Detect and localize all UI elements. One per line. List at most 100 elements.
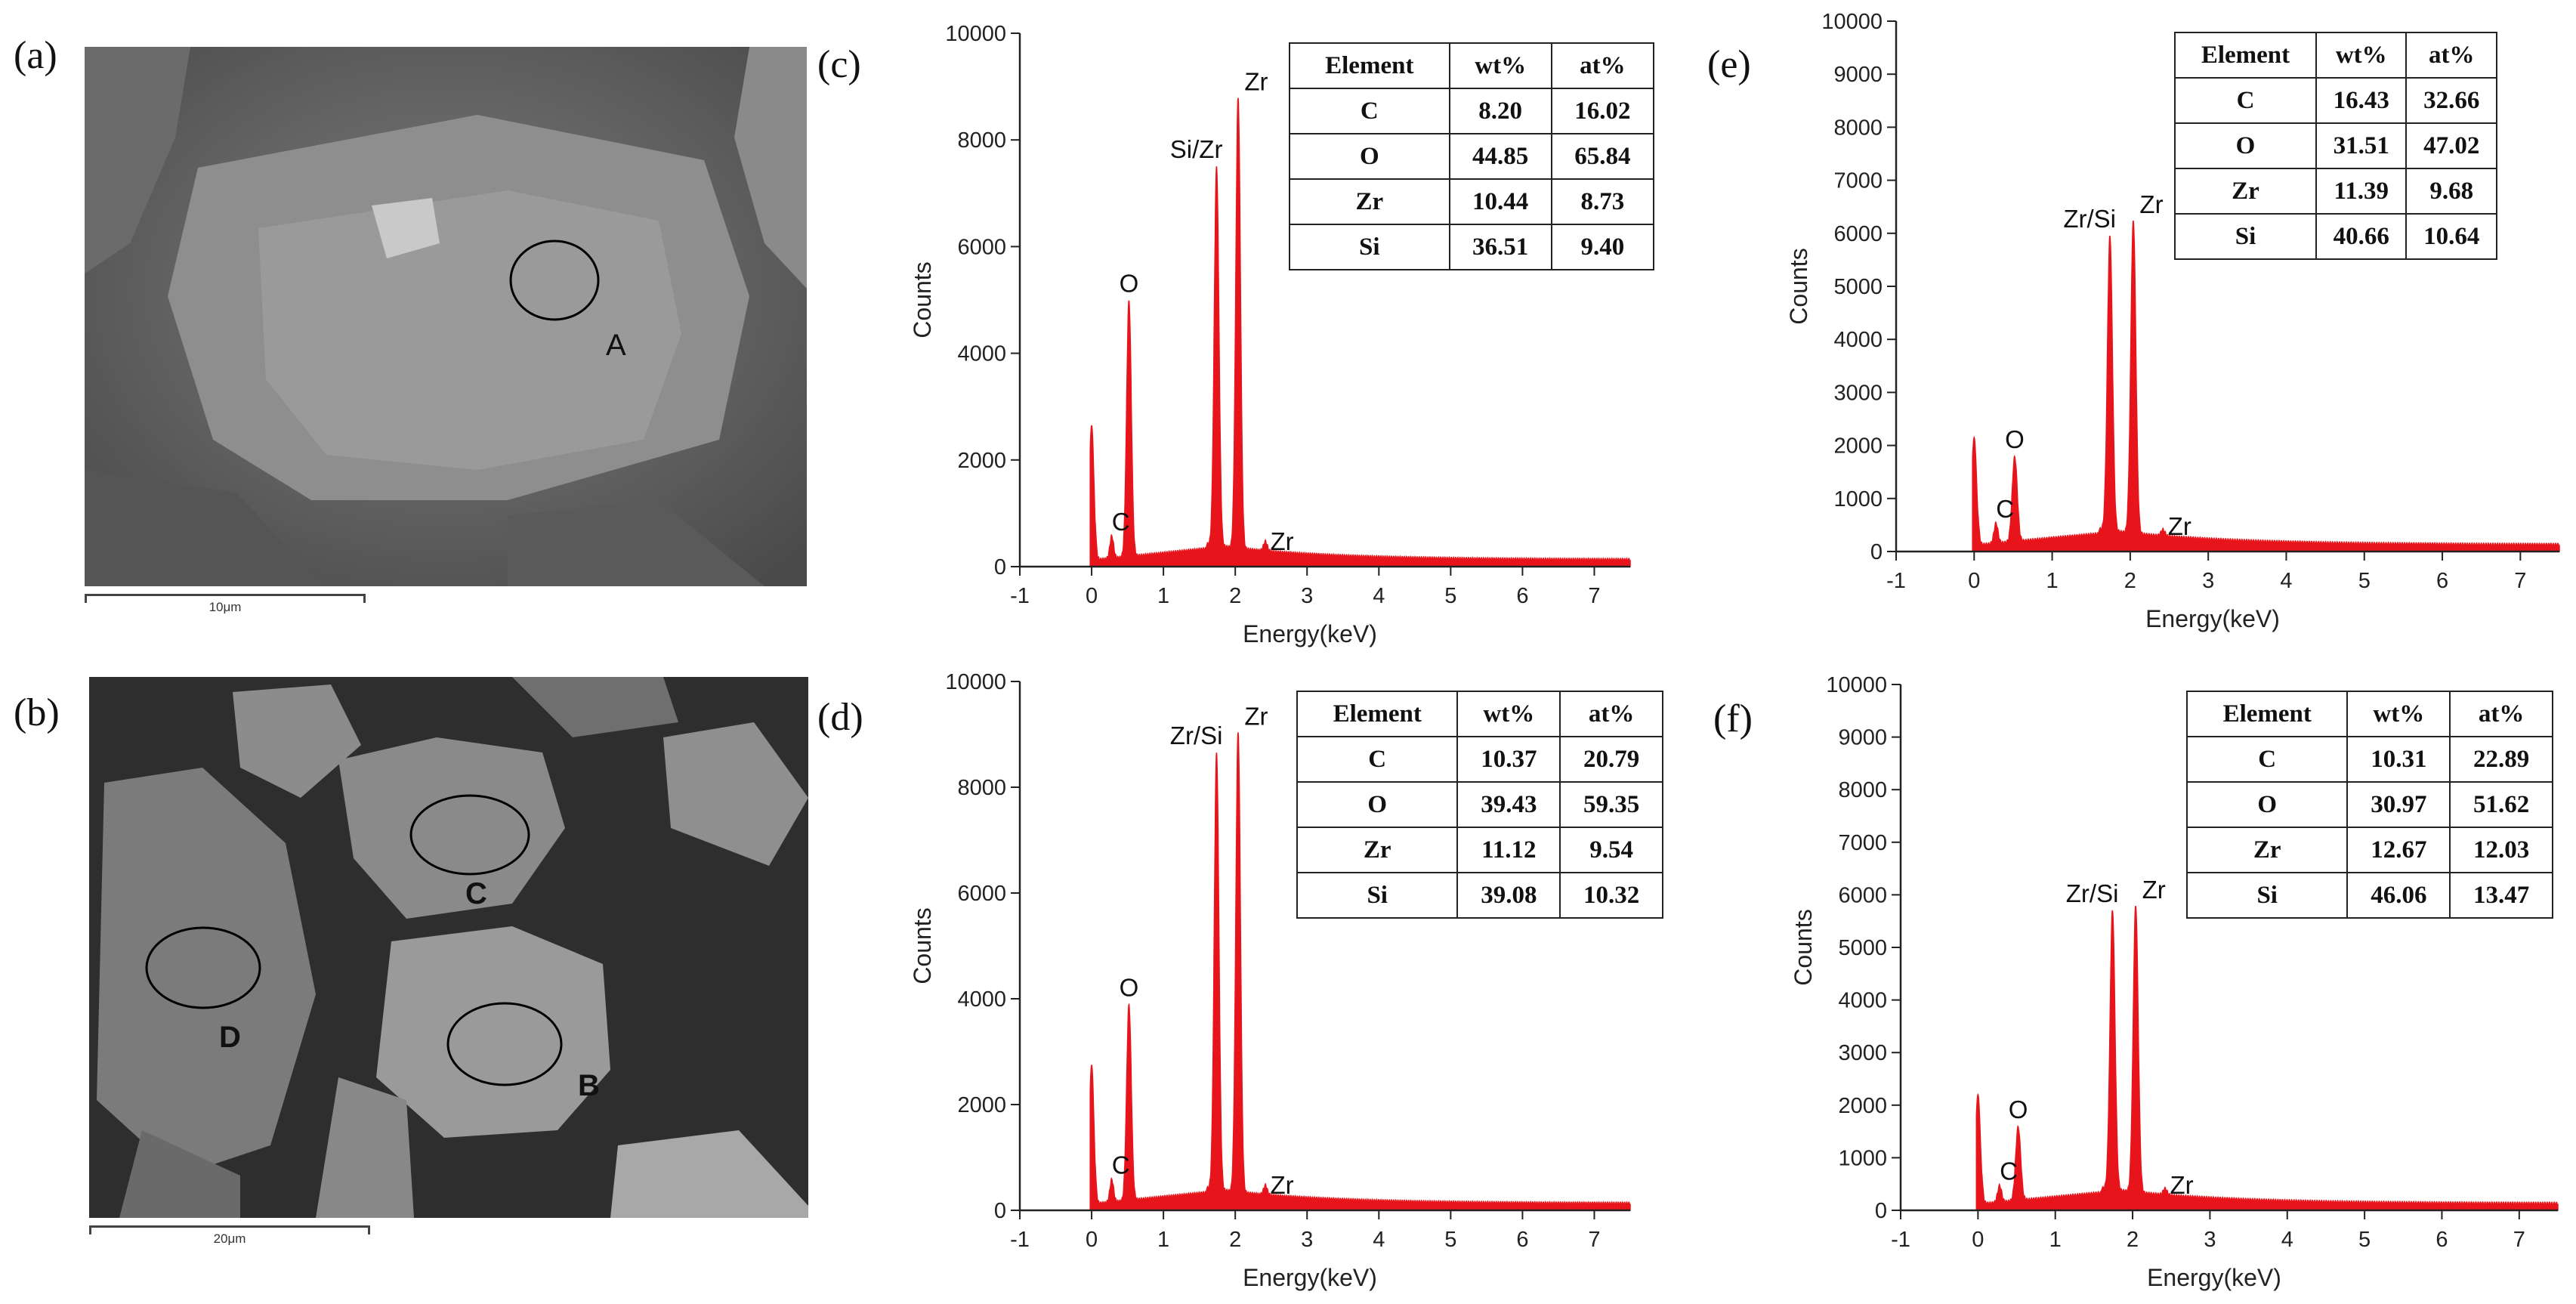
x-tick-label: 0 xyxy=(1968,569,1980,593)
peak-label: Zr/Si xyxy=(2066,879,2119,907)
table-row: Zr 10.44 8.73 xyxy=(1289,178,1655,225)
region-label-b: B xyxy=(578,1069,600,1102)
table-cell: O xyxy=(1289,133,1450,180)
y-tick-label: 10000 xyxy=(1826,673,1887,697)
table-cell: 13.47 xyxy=(2449,872,2553,919)
table-cell: 36.51 xyxy=(1448,224,1552,270)
x-tick-label: 6 xyxy=(2436,569,2448,593)
table-cell: 11.12 xyxy=(1456,827,1561,873)
y-tick-label: 5000 xyxy=(1833,275,1883,299)
table-header: at% xyxy=(1559,691,1663,737)
x-axis-label: Energy(keV) xyxy=(1243,620,1377,647)
table-cell: 12.67 xyxy=(2346,827,2451,873)
table-cell: 9.68 xyxy=(2405,168,2497,215)
y-tick-label: 10000 xyxy=(1821,10,1883,34)
x-tick-label: 5 xyxy=(2358,569,2371,593)
panel-letter-e: (e) xyxy=(1707,43,1751,86)
table-cell: 47.02 xyxy=(2405,122,2497,169)
spectrum-area xyxy=(1972,220,2560,552)
table-cell: 16.02 xyxy=(1550,88,1655,134)
y-tick-label: 3000 xyxy=(1838,1041,1887,1065)
x-tick-label: 0 xyxy=(1086,1228,1098,1252)
x-tick-label: 2 xyxy=(2127,1228,2139,1252)
composition-table-d: Element wt% at% C 10.37 20.79 O 39.43 59.35 … xyxy=(1296,691,1663,919)
table-header: Element xyxy=(2185,691,2349,737)
x-tick-label: 5 xyxy=(2358,1228,2371,1252)
table-cell: Zr xyxy=(2185,827,2349,873)
y-tick-label: 0 xyxy=(1870,540,1883,564)
table-row: Zr 11.39 9.68 xyxy=(2174,168,2497,215)
scalebar-a: 10μm xyxy=(85,594,366,616)
table-row: C 8.20 16.02 xyxy=(1289,88,1655,134)
y-tick-label: 9000 xyxy=(1838,726,1887,750)
table-cell: 39.08 xyxy=(1456,872,1561,919)
x-tick-label: 4 xyxy=(1373,1228,1385,1252)
x-tick-label: -1 xyxy=(1010,1228,1030,1252)
y-tick-label: 9000 xyxy=(1833,63,1883,87)
x-tick-label: 3 xyxy=(1301,1228,1313,1252)
eds-chart-c: -1 0 1 2 3 4 5 6 7 0 2000 4000 6000 8000 10000 Energy(k… xyxy=(876,8,1677,657)
y-tick-label: 2000 xyxy=(1838,1094,1887,1118)
peak-label: Zr xyxy=(2168,512,2191,540)
table-cell: 44.85 xyxy=(1448,133,1552,180)
table-cell: C xyxy=(1289,88,1450,134)
table-cell: 10.37 xyxy=(1456,736,1561,783)
table-cell: 12.03 xyxy=(2449,827,2553,873)
x-tick-label: 4 xyxy=(1373,584,1385,608)
y-tick-label: 10000 xyxy=(945,22,1006,46)
table-row: O 30.97 51.62 xyxy=(2185,781,2553,828)
y-tick-label: 4000 xyxy=(1838,989,1887,1013)
table-header: wt% xyxy=(2346,691,2451,737)
y-tick-label: 4000 xyxy=(1833,328,1883,352)
x-tick-label: 7 xyxy=(1588,1228,1600,1252)
peak-label: C xyxy=(1112,508,1130,536)
peak-label: O xyxy=(1120,269,1139,297)
table-cell: 9.54 xyxy=(1559,827,1663,873)
x-tick-label: 1 xyxy=(1157,584,1169,608)
table-row: C 10.37 20.79 xyxy=(1296,736,1663,783)
table-row: O 31.51 47.02 xyxy=(2174,122,2497,169)
sem-image-b: C D B xyxy=(89,677,808,1218)
table-cell: 10.32 xyxy=(1559,872,1663,919)
peak-label: Zr xyxy=(1271,527,1294,555)
table-header: at% xyxy=(2449,691,2553,737)
y-tick-label: 10000 xyxy=(945,670,1006,694)
table-row: Si 39.08 10.32 xyxy=(1296,872,1663,919)
x-axis-label: Energy(keV) xyxy=(2147,1264,2281,1291)
table-row: C 16.43 32.66 xyxy=(2174,77,2497,124)
table-cell: 40.66 xyxy=(2315,213,2408,260)
peak-label: Zr xyxy=(2139,190,2163,218)
table-row: Si 36.51 9.40 xyxy=(1289,224,1655,270)
y-tick-label: 0 xyxy=(994,555,1006,579)
panel-letter-d: (d) xyxy=(817,696,863,739)
y-tick-label: 7000 xyxy=(1833,169,1883,193)
table-header: Element xyxy=(1289,42,1450,89)
table-cell: C xyxy=(1296,736,1459,783)
table-cell: 10.44 xyxy=(1448,178,1552,225)
peak-label: O xyxy=(2005,425,2025,453)
eds-chart-d: -1 0 1 2 3 4 5 6 7 0 2000 4000 6000 8000 10000 Energy(k… xyxy=(876,659,1677,1291)
table-row: Zr 11.12 9.54 xyxy=(1296,827,1663,873)
table-cell: 59.35 xyxy=(1559,781,1663,828)
composition-table-c: Element wt% at% C 8.20 16.02 O 44.85 65.84 Z… xyxy=(1289,42,1655,270)
x-tick-label: 6 xyxy=(1516,1228,1528,1252)
table-row: O 44.85 65.84 xyxy=(1289,133,1655,180)
table-cell: 32.66 xyxy=(2405,77,2497,124)
y-tick-label: 8000 xyxy=(957,776,1006,800)
table-header: Element xyxy=(2174,32,2317,79)
panel-letter-b: (b) xyxy=(14,691,60,734)
table-cell: Zr xyxy=(1289,178,1450,225)
y-tick-label: 8000 xyxy=(1838,778,1887,802)
table-header: wt% xyxy=(2315,32,2408,79)
table-cell: Si xyxy=(2174,213,2317,260)
peak-label: O xyxy=(2009,1095,2028,1123)
x-tick-label: 0 xyxy=(1086,584,1098,608)
peak-label: C xyxy=(1996,495,2014,523)
x-tick-label: 3 xyxy=(1301,584,1313,608)
scalebar-b: 20μm xyxy=(89,1225,370,1248)
y-tick-label: 8000 xyxy=(1833,116,1883,140)
table-header: at% xyxy=(2405,32,2497,79)
x-tick-label: -1 xyxy=(1891,1228,1910,1252)
peak-label: Zr xyxy=(2170,1171,2193,1199)
x-axis-label: Energy(keV) xyxy=(1243,1264,1377,1291)
